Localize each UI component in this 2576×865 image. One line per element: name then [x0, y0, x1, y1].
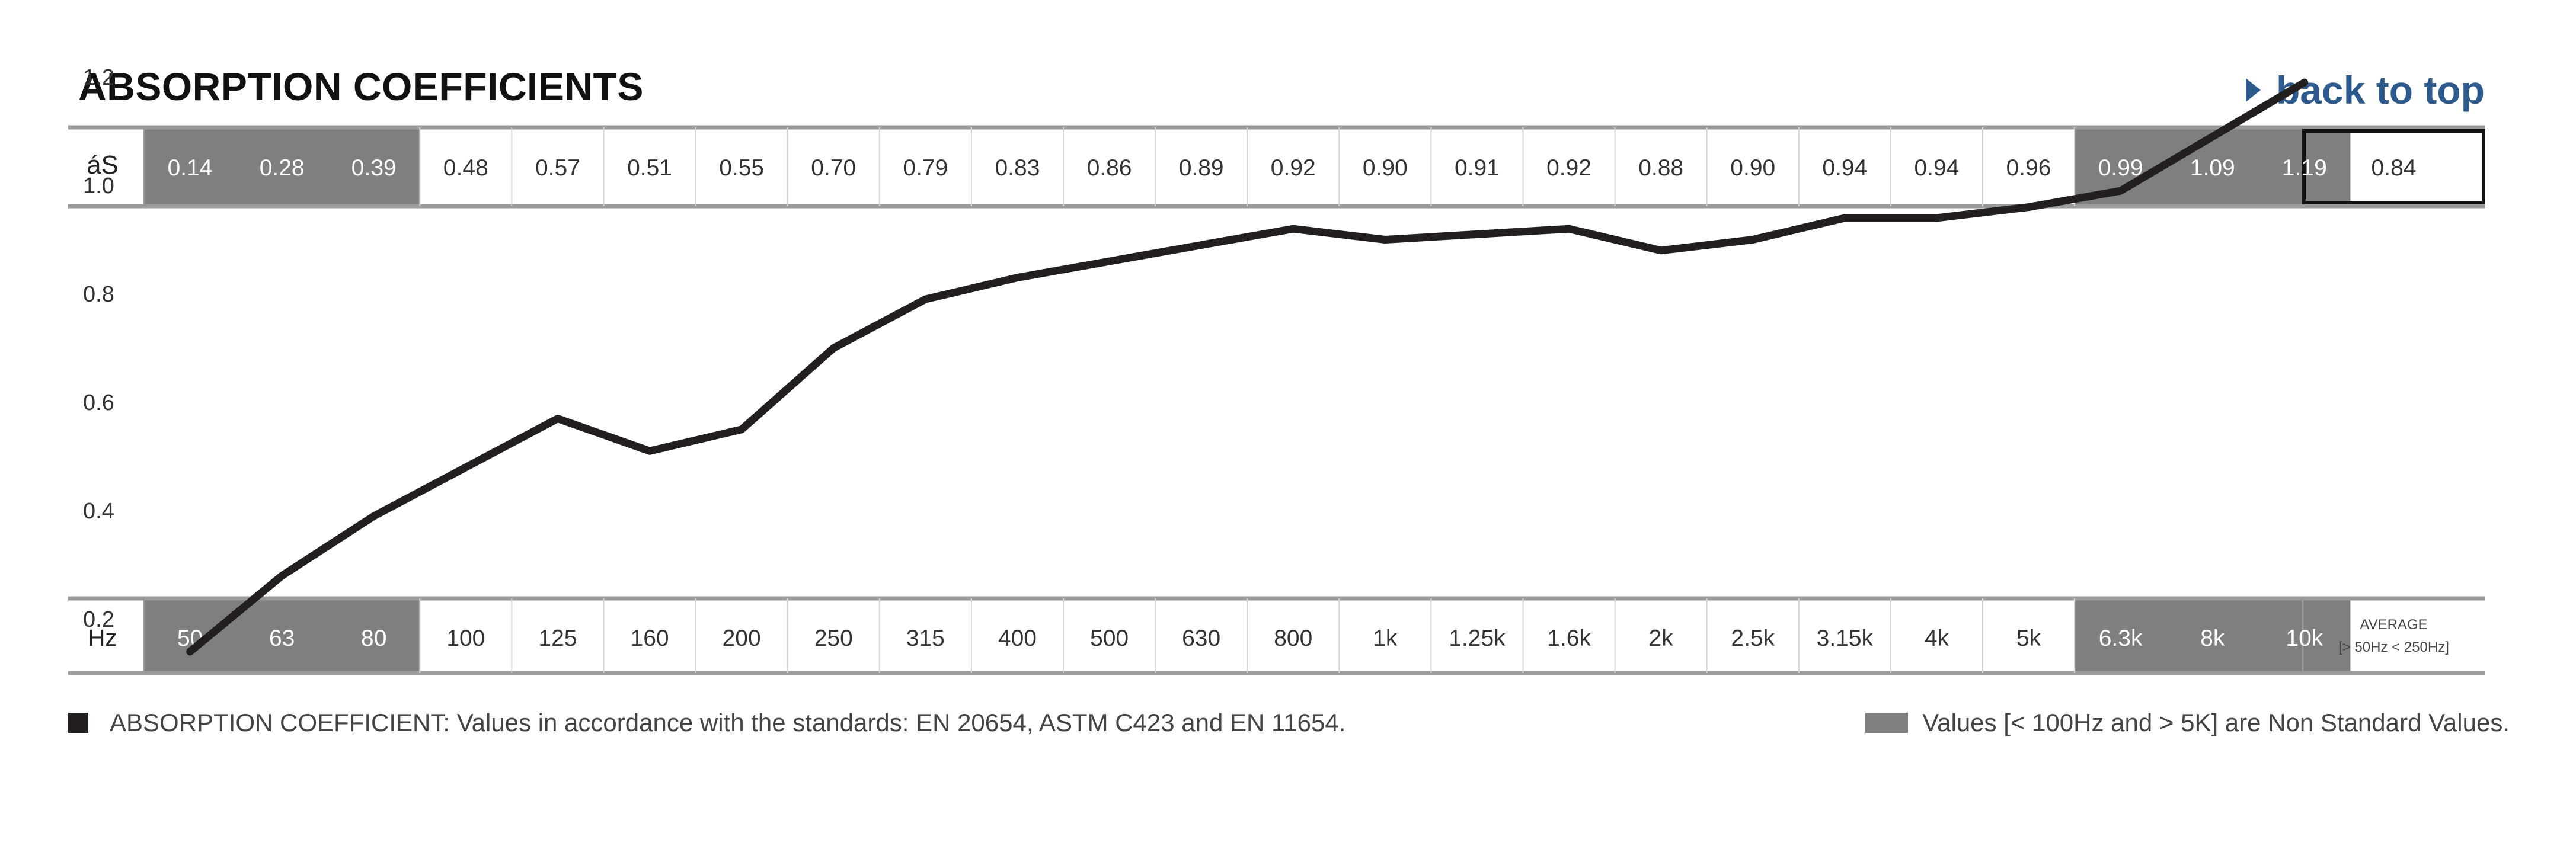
series-point-400	[1015, 275, 1019, 280]
series-point-50	[188, 649, 192, 653]
coef-value-160: 0.51	[627, 155, 672, 181]
coef-value-1k: 0.90	[1363, 155, 1408, 181]
coef-value-630: 0.89	[1179, 155, 1224, 181]
freq-label-4k: 4k	[1925, 626, 1949, 651]
non-standard-band-hz-0	[144, 598, 420, 673]
hz-row-label: Hz	[88, 625, 117, 651]
series-point-1.25k	[1475, 232, 1479, 236]
freq-label-1.25k: 1.25k	[1449, 626, 1506, 651]
series-point-8k	[2210, 134, 2214, 139]
series-point-1.6k	[1567, 227, 1571, 231]
series-line	[186, 78, 2309, 656]
average-value-box	[2302, 129, 2485, 204]
series-point-160	[648, 449, 652, 453]
coef-row-label: áS	[87, 150, 119, 180]
legend-swatch-non-standard	[1865, 713, 1909, 733]
back-to-top-link[interactable]: back to top	[2245, 66, 2485, 114]
legend-swatch-standard	[68, 713, 88, 733]
series-point-2k	[1659, 248, 1663, 252]
coef-value-200: 0.55	[719, 155, 764, 181]
y-tick-1.0: 1.0	[83, 174, 114, 198]
coef-value-3.15k: 0.94	[1822, 155, 1867, 181]
coef-value-125: 0.57	[535, 155, 580, 181]
freq-label-500: 500	[1090, 626, 1129, 651]
non-standard-band-hz-1	[2075, 598, 2351, 673]
series-point-80	[372, 514, 376, 518]
coef-value-80: 0.39	[351, 155, 397, 181]
average-value: 0.84	[2372, 155, 2417, 181]
series-point-6.3k	[2118, 189, 2123, 193]
freq-label-10k: 10k	[2286, 626, 2323, 651]
freq-label-2.5k: 2.5k	[1731, 626, 1775, 651]
coef-value-2k: 0.88	[1638, 155, 1683, 181]
series-point-500	[1107, 260, 1111, 264]
average-label: AVERAGE	[2360, 617, 2427, 633]
chart-title: ABSORPTION COEFFICIENTS	[78, 65, 644, 108]
freq-label-800: 800	[1274, 626, 1312, 651]
series-point-315	[923, 297, 928, 302]
coef-value-6.3k: 0.99	[2098, 155, 2143, 181]
coef-value-2.5k: 0.90	[1730, 155, 1775, 181]
series-point-125	[555, 417, 560, 421]
triangle-right-icon	[2245, 78, 2261, 102]
back-to-top-label: back to top	[2275, 68, 2485, 112]
series-point-10k	[2302, 81, 2306, 85]
series-point-3.15k	[1843, 216, 1847, 220]
freq-label-80: 80	[361, 626, 386, 651]
freq-label-2k: 2k	[1649, 626, 1674, 651]
freq-label-3.15k: 3.15k	[1817, 626, 1874, 651]
coef-value-315: 0.79	[903, 155, 948, 181]
y-tick-0.6: 0.6	[83, 390, 114, 415]
freq-label-250: 250	[814, 626, 853, 651]
coef-value-500: 0.86	[1087, 155, 1132, 181]
freq-label-125: 125	[538, 626, 577, 651]
freq-label-1k: 1k	[1373, 626, 1398, 651]
y-tick-0.2: 0.2	[83, 607, 114, 632]
coef-value-800: 0.92	[1271, 155, 1316, 181]
freq-label-160: 160	[631, 626, 669, 651]
coef-value-250: 0.70	[811, 155, 856, 181]
coef-value-10k: 1.19	[2282, 155, 2327, 181]
coef-value-8k: 1.09	[2190, 155, 2235, 181]
coef-value-100: 0.48	[443, 155, 488, 181]
series-point-200	[740, 427, 744, 431]
coef-value-1.6k: 0.92	[1546, 155, 1591, 181]
legend-standard: ABSORPTION COEFFICIENT: Values in accord…	[68, 705, 1345, 741]
coef-value-4k: 0.94	[1914, 155, 1959, 181]
y-tick-0.8: 0.8	[83, 282, 114, 307]
series-point-630	[1199, 243, 1203, 247]
series-point-250	[832, 346, 836, 350]
freq-label-100: 100	[446, 626, 485, 651]
freq-label-63: 63	[269, 626, 295, 651]
freq-label-1.6k: 1.6k	[1547, 626, 1591, 651]
legend-non-standard-text: Values [< 100Hz and > 5K] are Non Standa…	[1922, 709, 2510, 736]
y-tick-0.4: 0.4	[83, 499, 114, 524]
series-point-100	[464, 465, 468, 469]
coef-value-50: 0.14	[168, 155, 213, 181]
legend-non-standard: Values [< 100Hz and > 5K] are Non Standa…	[1865, 705, 2510, 741]
series-point-2.5k	[1751, 238, 1755, 242]
coef-value-1.25k: 0.91	[1455, 155, 1500, 181]
freq-label-315: 315	[906, 626, 945, 651]
legend-standard-text: ABSORPTION COEFFICIENT: Values in accord…	[110, 709, 1346, 736]
coef-value-5k: 0.96	[2006, 155, 2051, 181]
series-point-800	[1291, 227, 1295, 231]
freq-label-630: 630	[1182, 626, 1220, 651]
average-range-label: [> 50Hz < 250Hz]	[2338, 639, 2449, 655]
freq-label-5k: 5k	[2016, 626, 2041, 651]
coef-value-63: 0.28	[260, 155, 305, 181]
freq-label-200: 200	[723, 626, 761, 651]
series-point-63	[280, 574, 284, 578]
y-tick-1.2: 1.2	[83, 65, 114, 90]
coef-value-400: 0.83	[995, 155, 1040, 181]
series-point-1k	[1383, 238, 1387, 242]
series-point-4k	[1935, 216, 1939, 220]
series-point-5k	[2027, 205, 2031, 209]
freq-label-8k: 8k	[2200, 626, 2225, 651]
freq-label-400: 400	[998, 626, 1037, 651]
non-standard-band-coef-0	[144, 127, 420, 206]
freq-label-6.3k: 6.3k	[2099, 626, 2143, 651]
